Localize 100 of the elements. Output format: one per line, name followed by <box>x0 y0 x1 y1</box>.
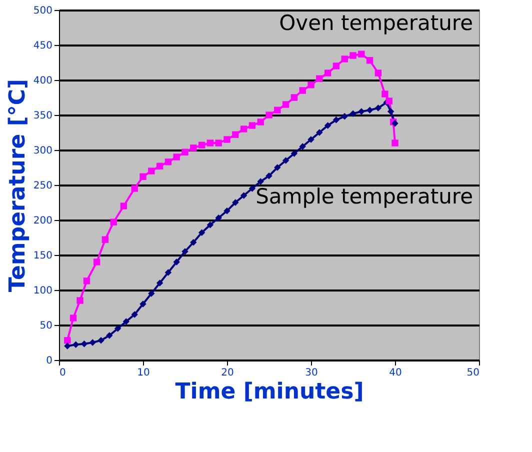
y-tick-label: 350 <box>33 110 52 122</box>
point <box>173 154 180 160</box>
point <box>206 222 214 228</box>
point <box>190 144 197 152</box>
point <box>266 172 272 180</box>
point <box>387 108 394 115</box>
point <box>240 126 248 132</box>
point <box>148 290 155 297</box>
x-tick-label: 0 <box>60 368 66 378</box>
point <box>215 140 222 146</box>
point <box>232 199 239 206</box>
point <box>156 280 164 286</box>
point <box>198 229 206 236</box>
x-tick-label: 10 <box>137 368 150 378</box>
point <box>282 101 290 108</box>
point <box>392 140 398 146</box>
y-tick-label: 150 <box>33 250 52 262</box>
point <box>70 314 77 322</box>
y-axis-title: Temperature [°C] <box>5 78 30 292</box>
point <box>274 106 281 114</box>
point <box>290 94 298 101</box>
point <box>83 278 90 284</box>
point <box>89 339 96 346</box>
point <box>324 122 332 129</box>
point <box>122 318 130 325</box>
point <box>76 297 84 304</box>
point <box>282 157 290 164</box>
x-axis-title: Time [minutes] <box>175 380 364 404</box>
point <box>358 50 365 58</box>
point <box>366 106 374 114</box>
point <box>140 300 146 308</box>
y-tick-label: 250 <box>33 180 52 192</box>
point <box>386 98 392 104</box>
point <box>206 140 214 146</box>
point <box>224 136 230 143</box>
point <box>341 56 348 62</box>
x-tick-label: 40 <box>389 368 402 378</box>
y-tick-label: 300 <box>33 146 52 156</box>
point <box>80 340 88 348</box>
y-tick-label: 100 <box>33 286 52 296</box>
point <box>106 332 113 339</box>
point <box>140 173 146 180</box>
point <box>131 185 138 192</box>
point <box>164 158 172 166</box>
point <box>182 148 188 156</box>
point <box>374 70 382 76</box>
point <box>114 325 122 332</box>
point <box>324 70 332 76</box>
series-label: Oven temperature <box>279 11 473 35</box>
point <box>248 185 256 192</box>
y-tick-label: 0 <box>46 356 52 366</box>
point <box>64 342 71 350</box>
point <box>350 52 356 59</box>
point <box>240 192 248 199</box>
point <box>257 178 264 185</box>
point <box>332 116 340 124</box>
point <box>308 136 314 143</box>
point <box>316 129 323 136</box>
point <box>382 90 388 98</box>
point <box>299 87 306 94</box>
point <box>72 341 80 348</box>
point <box>341 113 348 120</box>
series-label: Sample temperature <box>256 184 473 208</box>
point <box>215 214 222 222</box>
point <box>358 108 365 115</box>
point <box>257 118 264 126</box>
point <box>156 162 164 170</box>
point <box>290 150 298 157</box>
point <box>98 337 104 344</box>
point <box>299 143 306 150</box>
point <box>248 122 256 129</box>
y-tick-label: 500 <box>33 6 52 16</box>
point <box>266 112 272 118</box>
y-tick-label: 200 <box>33 216 52 226</box>
point <box>308 82 314 88</box>
point <box>131 311 138 318</box>
point <box>110 218 117 226</box>
point <box>198 142 206 148</box>
point <box>93 258 100 266</box>
point <box>274 164 281 171</box>
y-tick-label: 450 <box>33 40 52 52</box>
x-tick-label: 30 <box>305 368 318 378</box>
point <box>173 258 180 266</box>
x-tick-label: 50 <box>466 368 480 378</box>
point <box>350 110 356 117</box>
point <box>64 337 71 344</box>
y-tick-label: 50 <box>40 320 52 332</box>
point <box>332 62 340 70</box>
point <box>102 236 109 243</box>
x-tick-label: 20 <box>221 368 234 378</box>
point <box>374 104 382 112</box>
point <box>366 57 374 64</box>
point <box>316 75 323 82</box>
point <box>224 208 230 214</box>
point <box>164 269 172 276</box>
y-tick-label: 400 <box>33 76 52 86</box>
point <box>148 168 155 174</box>
point <box>232 131 239 138</box>
point <box>182 248 188 255</box>
point <box>190 239 197 246</box>
